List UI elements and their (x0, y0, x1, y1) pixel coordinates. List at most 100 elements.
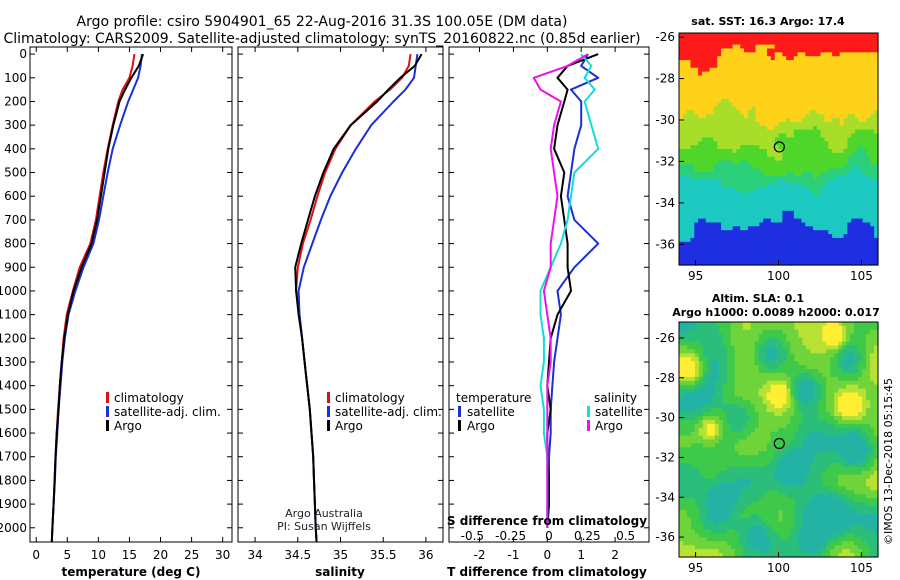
map-cell (786, 48, 791, 53)
map-cell (734, 427, 740, 433)
map-cell (690, 333, 696, 339)
map-cell (820, 60, 826, 65)
map-cell (726, 341, 732, 347)
map-cell (701, 118, 707, 123)
map-cell (855, 33, 860, 38)
map-cell (717, 52, 722, 57)
map-cell (709, 179, 715, 185)
map-cell (706, 423, 712, 429)
map-cell (839, 218, 845, 224)
map-cell (870, 325, 875, 331)
map-cell (724, 149, 730, 154)
map-cell (746, 384, 752, 390)
map-cell (782, 48, 787, 53)
map-cell (762, 427, 768, 433)
map-cell (732, 83, 738, 88)
map-cell (820, 226, 826, 231)
map-cell (701, 237, 707, 243)
map-cell (838, 353, 843, 358)
map-cell (750, 325, 756, 331)
map-cell (855, 245, 860, 251)
map-cell (842, 392, 847, 398)
map-cell (736, 83, 741, 88)
map-cell (782, 83, 787, 88)
map-cell (816, 106, 822, 111)
map-cell (710, 439, 716, 445)
map-cell (682, 210, 688, 216)
map-cell (858, 322, 863, 327)
map-cell (797, 33, 803, 38)
map-cell (726, 388, 732, 394)
map-cell (698, 245, 703, 251)
map-cell (786, 388, 792, 394)
map-cell (778, 179, 783, 185)
map-cell (778, 341, 784, 347)
map-cell (759, 83, 764, 88)
map-cell (770, 63, 776, 69)
map-cell (755, 253, 760, 258)
map-cell (789, 137, 795, 142)
map-cell (705, 129, 711, 135)
map-cell (686, 218, 692, 224)
map-cell (866, 75, 871, 80)
map-cell (694, 203, 699, 208)
map-cell (774, 52, 780, 57)
map-cell (855, 226, 860, 231)
map-cell (866, 133, 871, 138)
map-cell (694, 75, 699, 80)
map-cell (824, 44, 829, 50)
map-cell (759, 149, 764, 154)
map-cell (701, 63, 707, 69)
map-cell (747, 75, 753, 80)
map-cell (820, 102, 826, 108)
map-cell (746, 337, 752, 343)
map-cell (679, 257, 684, 262)
map-cell (866, 44, 871, 50)
map-cell (694, 79, 699, 84)
map-cell (718, 369, 724, 374)
map-cell (793, 129, 799, 135)
map-cell (694, 191, 699, 196)
map-cell (722, 365, 728, 370)
map-cell (686, 369, 692, 374)
map-cell (786, 349, 792, 354)
map-cell (832, 257, 837, 262)
map-cell (822, 380, 827, 386)
map-cell (724, 172, 730, 177)
map-cell (797, 60, 803, 65)
map-cell (786, 226, 791, 231)
map-cell (830, 361, 835, 366)
map-cell (755, 203, 760, 208)
map-cell (686, 133, 692, 138)
map-cell (866, 237, 871, 243)
map-cell (732, 156, 738, 162)
map-cell (866, 257, 871, 262)
map-cell (679, 249, 684, 254)
map-cell (874, 253, 879, 258)
map-cell (851, 226, 856, 231)
map-cell (710, 443, 716, 448)
map-cell (847, 245, 852, 251)
map-cell (778, 48, 783, 53)
depth-tick-label: 1500 (0, 402, 27, 416)
map-cell (686, 396, 692, 401)
map-cell (746, 423, 752, 429)
map-cell (717, 230, 722, 235)
map-cell (722, 329, 728, 335)
map-cell (694, 380, 700, 386)
map-cell (812, 218, 818, 224)
map-cell (812, 253, 818, 258)
map-cell (767, 102, 772, 108)
map-cell (705, 118, 711, 123)
map-cell (790, 384, 796, 390)
map-cell (747, 187, 753, 193)
map-cell (809, 257, 814, 262)
map-cell (770, 214, 776, 220)
map-cell (835, 160, 841, 166)
map-cell (754, 372, 760, 378)
map-cell (751, 79, 757, 84)
difference-legend: temperature satellite Argo salinity sate… (456, 391, 643, 433)
map-cell (717, 56, 722, 61)
map-cell (798, 423, 803, 429)
map-cell (766, 384, 772, 390)
